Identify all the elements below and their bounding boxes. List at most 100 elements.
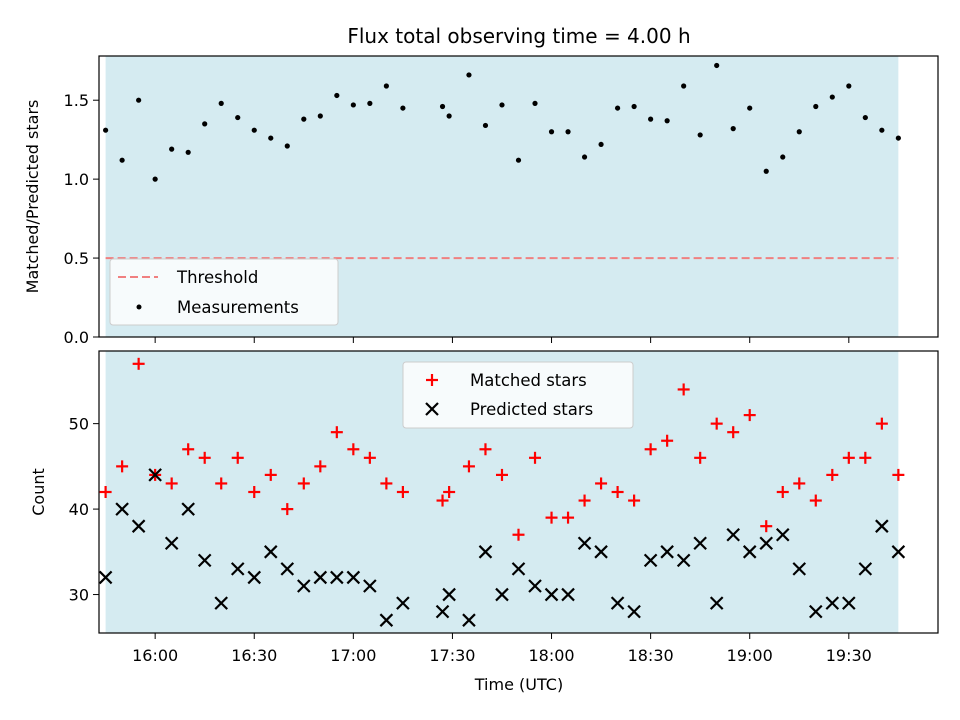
matched-star-point: [248, 486, 261, 498]
top-panel: 0.0 0.5 1.0 1.5 Matched/Predicted stars Thr…: [23, 55, 939, 347]
measurement-point: [367, 100, 373, 106]
predicted-star-point: [511, 562, 526, 576]
measurement-point: [895, 135, 901, 141]
matched-star-point: [495, 468, 508, 481]
predicted-star-point: [442, 587, 456, 602]
matched-star-point: [644, 443, 657, 456]
measurement-point: [813, 103, 819, 110]
predicted-star-point: [577, 536, 592, 551]
matched-star-point: [562, 511, 575, 524]
top-y-ticks: 0.0 0.5 1.0 1.5: [64, 91, 99, 347]
matched-star-point: [297, 477, 310, 490]
measurement-point: [631, 103, 637, 110]
measurement-point: [136, 97, 142, 103]
measurement-point: [565, 129, 571, 135]
measurement-point: [515, 157, 522, 163]
x-tick-label: 19:30: [826, 646, 872, 665]
predicted-star-point: [676, 553, 691, 568]
matched-star-point: [443, 486, 456, 498]
predicted-star-point: [214, 596, 228, 610]
measurement-point: [681, 83, 687, 89]
matched-stars-layer: [99, 357, 905, 541]
measurement-point: [119, 157, 125, 163]
predicted-stars-layer: [98, 468, 906, 627]
predicted-star-point: [164, 536, 179, 551]
bottom-y-tick-label: 50: [69, 415, 89, 434]
predicted-star-point: [115, 502, 129, 516]
matched-star-point: [611, 486, 624, 498]
measurement-point: [400, 105, 406, 111]
predicted-star-point: [263, 545, 278, 559]
measurement-point: [862, 114, 868, 121]
matched-star-point: [661, 434, 674, 447]
top-y-tick-label: 1.5: [64, 91, 89, 110]
measurement-point: [202, 121, 208, 127]
predicted-star-point: [627, 604, 641, 619]
measurement-point: [350, 102, 356, 108]
matched-star-point: [760, 520, 773, 533]
predicted-star-point: [230, 562, 245, 576]
measurement-point: [532, 100, 538, 106]
predicted-star-point: [247, 570, 262, 585]
matched-star-point: [892, 468, 905, 481]
matched-star-point: [396, 486, 409, 498]
top-y-axis-label: Matched/Predicted stars: [23, 100, 42, 294]
measurement-point: [747, 105, 753, 111]
matched-star-point: [363, 451, 376, 464]
predicted-star-point: [891, 545, 906, 559]
predicted-star-point: [544, 587, 559, 602]
matched-star-point: [694, 451, 707, 464]
predicted-star-point: [313, 570, 328, 585]
matched-star-point: [281, 503, 294, 516]
predicted-star-point: [197, 553, 212, 568]
predicted-star-point: [693, 536, 707, 551]
matched-star-point: [462, 460, 475, 473]
measurement-point: [317, 113, 323, 119]
matched-star-point: [231, 451, 244, 464]
predicted-star-point: [495, 587, 509, 602]
matched-star-point: [99, 486, 112, 498]
predicted-star-point: [660, 545, 674, 559]
measurement-point: [103, 127, 109, 133]
measurement-point: [581, 154, 588, 160]
bottom-y-ticks: 30 40 50: [69, 415, 99, 605]
chart-title: Flux total observing time = 4.00 h: [347, 24, 690, 48]
top-axes-frame: [98, 55, 939, 338]
x-tick-label: 17:00: [330, 646, 376, 665]
measurement-point: [446, 113, 452, 119]
predicted-star-point: [875, 519, 889, 533]
measurement-point: [879, 127, 885, 133]
matched-star-point: [578, 494, 591, 507]
measurement-point: [383, 83, 389, 89]
legend-matched-label: Matched stars: [470, 371, 587, 390]
matched-star-point: [330, 426, 343, 439]
predicted-star-point: [528, 579, 542, 593]
measurement-point: [548, 129, 555, 135]
matched-star-point: [215, 477, 228, 490]
measurements-layer: [103, 62, 901, 182]
measurement-point: [697, 132, 703, 138]
bottom-axes-frame: [98, 350, 939, 634]
x-tick-label: 16:00: [132, 646, 178, 665]
matched-star-point: [198, 451, 211, 464]
matched-star-point: [545, 511, 558, 524]
matched-star-point: [314, 460, 327, 473]
measurement-point: [284, 143, 290, 149]
predicted-star-point: [363, 579, 377, 593]
predicted-star-point: [742, 545, 757, 559]
x-tick-label: 16:30: [231, 646, 277, 665]
predicted-star-point: [346, 570, 361, 585]
top-x-ticks: [154, 337, 850, 343]
legend-predicted-label: Predicted stars: [470, 400, 593, 419]
measurement-point: [780, 154, 786, 160]
legend-measurements-label: Measurements: [177, 298, 299, 317]
predicted-star-point: [280, 562, 295, 576]
predicted-star-point: [181, 502, 195, 516]
measurement-point: [251, 127, 257, 133]
measurement-point: [185, 149, 191, 155]
predicted-star-point: [396, 596, 410, 610]
predicted-star-point: [825, 596, 840, 610]
measurement-point: [846, 83, 852, 89]
matched-star-point: [182, 443, 195, 456]
predicted-star-point: [594, 545, 608, 559]
